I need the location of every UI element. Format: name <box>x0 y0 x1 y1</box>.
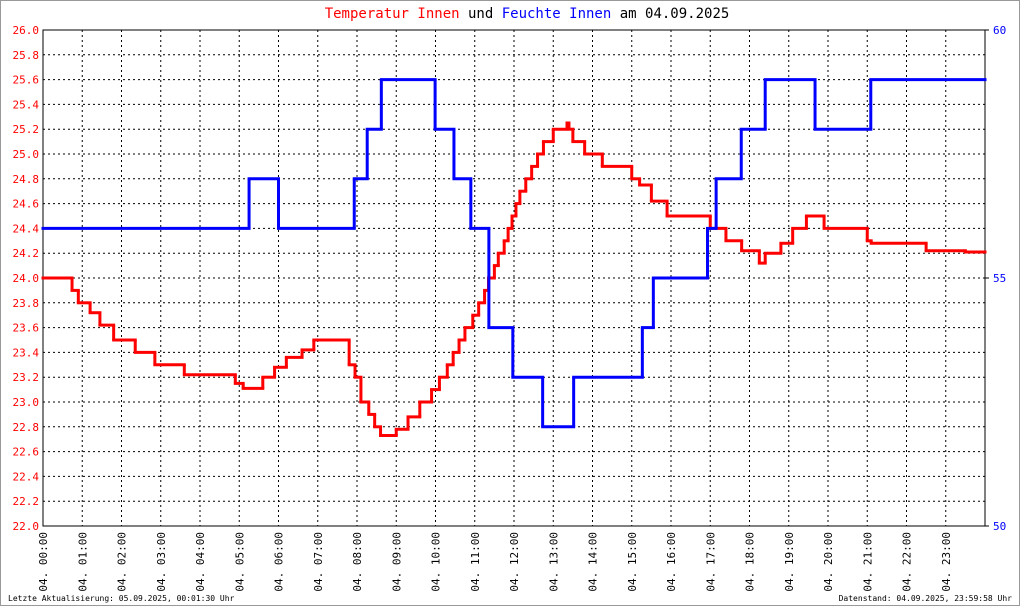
x-tick-label: 04. 19:00 <box>783 532 796 592</box>
x-tick-label: 04. 12:00 <box>508 532 521 592</box>
y-tick-label: 22.2 <box>13 495 40 508</box>
y-tick-label: 25.2 <box>13 123 40 136</box>
y-tick-label: 25.6 <box>13 74 40 87</box>
y-tick-label: 25.0 <box>13 148 40 161</box>
x-tick-label: 04. 04:00 <box>194 532 207 592</box>
x-tick-label: 04. 18:00 <box>744 532 757 592</box>
y-tick-label: 24.4 <box>13 222 40 235</box>
title-part: Feuchte Innen <box>502 6 612 22</box>
y-tick-label: 22.4 <box>13 470 40 483</box>
y-tick-label: 23.2 <box>13 371 40 384</box>
series <box>41 78 987 429</box>
x-tick-label: 04. 00:00 <box>37 532 50 592</box>
x-tick-label: 04. 05:00 <box>233 532 246 592</box>
y-tick-label: 24.2 <box>13 247 40 260</box>
y-tick-label: 22.6 <box>13 446 40 459</box>
y2-tick-label: 50 <box>993 520 1006 533</box>
x-tick-label: 04. 21:00 <box>861 532 874 592</box>
series <box>41 121 987 437</box>
y-tick-label: 23.6 <box>13 322 40 335</box>
y-tick-label: 23.8 <box>13 297 40 310</box>
x-tick-label: 04. 23:00 <box>940 532 953 592</box>
y-tick-label: 22.8 <box>13 421 40 434</box>
x-tick-label: 04. 11:00 <box>469 532 482 592</box>
y-tick-label: 23.4 <box>13 346 40 359</box>
x-tick-label: 04. 15:00 <box>626 532 639 592</box>
title-part: Temperatur Innen <box>325 6 460 22</box>
x-tick-label: 04. 01:00 <box>76 532 89 592</box>
footer-left: Letzte Aktualisierung: 05.09.2025, 00:01… <box>8 594 235 603</box>
x-tick-label: 04. 13:00 <box>547 532 560 592</box>
x-tick-label: 04. 08:00 <box>351 532 364 592</box>
y2-tick-label: 60 <box>993 24 1006 37</box>
x-tick-label: 04. 17:00 <box>704 532 717 592</box>
y-tick-label: 24.8 <box>13 173 40 186</box>
y-tick-label: 25.4 <box>13 98 40 111</box>
y-tick-label: 26.0 <box>13 24 40 37</box>
x-tick-label: 04. 14:00 <box>587 532 600 592</box>
x-tick-label: 04. 10:00 <box>430 532 443 592</box>
x-tick-label: 04. 07:00 <box>312 532 325 592</box>
x-tick-label: 04. 02:00 <box>116 532 129 592</box>
x-tick-label: 04. 22:00 <box>901 532 914 592</box>
footer-right: Datenstand: 04.09.2025, 23:59:58 Uhr <box>839 594 1013 603</box>
y-tick-label: 24.6 <box>13 198 40 211</box>
y-tick-label: 23.0 <box>13 396 40 409</box>
title-part: am 04.09.2025 <box>620 6 730 22</box>
x-tick-label: 04. 03:00 <box>155 532 168 592</box>
chart-title: Temperatur Innen und Feuchte Innen am 04… <box>325 6 730 22</box>
x-tick-label: 04. 09:00 <box>390 532 403 592</box>
x-tick-label: 04. 20:00 <box>822 532 835 592</box>
y2-tick-label: 55 <box>993 272 1006 285</box>
y-tick-label: 25.8 <box>13 49 40 62</box>
x-tick-label: 04. 16:00 <box>665 532 678 592</box>
x-tick-label: 04. 06:00 <box>273 532 286 592</box>
y-tick-label: 22.0 <box>13 520 40 533</box>
y-tick-label: 24.0 <box>13 272 40 285</box>
title-part: und <box>468 6 493 22</box>
